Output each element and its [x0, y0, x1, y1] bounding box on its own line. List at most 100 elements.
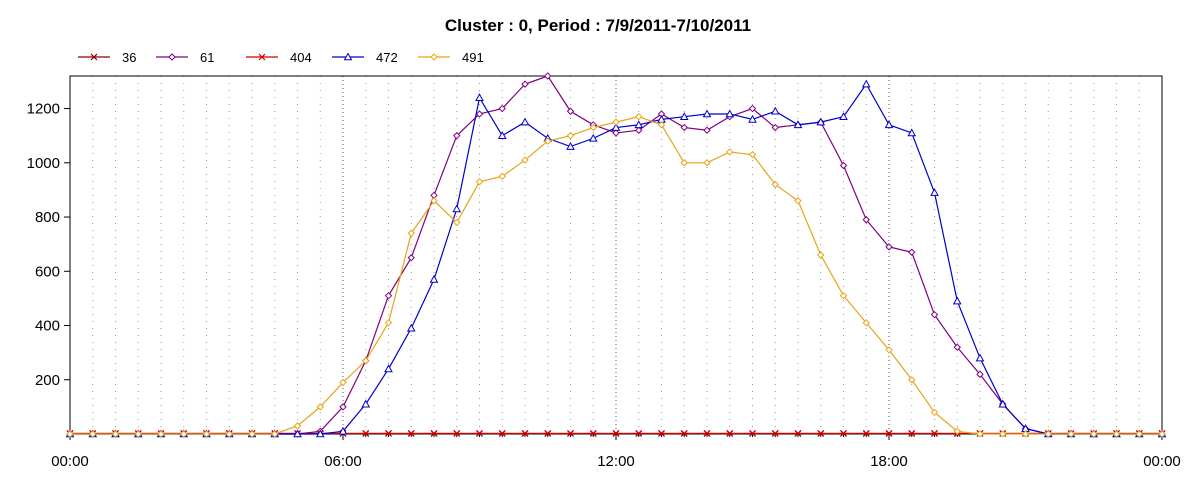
data-point [908, 248, 916, 256]
data-point [566, 141, 575, 150]
data-point [998, 399, 1008, 408]
data-point [907, 128, 917, 137]
data-point [952, 296, 962, 305]
data-point [544, 72, 552, 80]
data-point [771, 180, 779, 189]
data-point [839, 291, 848, 300]
data-point [884, 120, 894, 129]
data-point [885, 243, 893, 251]
data-point [793, 120, 803, 129]
data-point [635, 430, 643, 437]
data-point [861, 79, 871, 88]
data-point [157, 430, 165, 438]
x-tick-label: 00:00 [51, 453, 89, 470]
data-point [567, 430, 574, 437]
data-point [248, 430, 256, 438]
data-point [498, 430, 506, 437]
data-point [544, 137, 552, 145]
legend-label: 472 [376, 50, 398, 65]
data-point [362, 357, 370, 365]
x-tick-label: 12:00 [597, 453, 635, 470]
data-point [908, 430, 916, 437]
data-point [703, 430, 711, 437]
data-point [452, 204, 462, 213]
legend-marker [343, 52, 353, 61]
data-point [134, 430, 142, 438]
data-point [771, 123, 779, 132]
data-point [658, 430, 665, 437]
data-point [66, 430, 74, 438]
data-point [953, 427, 961, 435]
data-point [885, 346, 893, 354]
legend-item: 61 [156, 50, 214, 65]
x-axis: 00:00 06:00 12:00 18:00 00:00 [51, 434, 1181, 470]
data-point [180, 430, 188, 438]
data-point [361, 399, 371, 408]
y-tick-label: 1000 [27, 155, 60, 172]
data-point [703, 126, 711, 134]
data-point [839, 161, 848, 170]
data-point [429, 274, 439, 283]
data-point [726, 430, 734, 437]
data-point [908, 376, 916, 384]
data-point [999, 430, 1007, 438]
legend-item: 472 [332, 50, 398, 65]
data-point [862, 216, 870, 224]
data-point [315, 429, 325, 438]
data-point [1021, 430, 1030, 438]
data-point [293, 429, 302, 438]
legend: 36 61 404 472 491 [78, 50, 484, 65]
data-point [339, 403, 347, 411]
data-point [520, 117, 530, 126]
data-point [338, 426, 348, 435]
data-point [930, 188, 939, 196]
data-point [657, 121, 666, 129]
data-point [89, 430, 97, 438]
data-point [726, 148, 734, 156]
data-point [384, 364, 393, 373]
data-point [475, 93, 484, 101]
data-point [406, 323, 416, 332]
y-tick-label: 200 [35, 372, 60, 389]
data-point [407, 254, 415, 262]
series-layer [65, 72, 1167, 438]
data-point [702, 109, 712, 118]
data-point [202, 430, 211, 438]
y-tick-label: 800 [35, 209, 60, 226]
x-tick-label: 18:00 [870, 453, 908, 470]
data-point [589, 123, 597, 132]
data-point [862, 319, 870, 327]
data-point [111, 430, 120, 438]
data-point [384, 291, 393, 300]
data-point [975, 353, 985, 362]
data-point [634, 120, 644, 129]
data-point [339, 378, 347, 387]
series-491 [66, 112, 1166, 438]
data-point [749, 430, 756, 437]
data-point [816, 117, 826, 126]
data-point [430, 430, 438, 437]
data-point [885, 430, 893, 437]
data-point [930, 408, 939, 417]
legend-item: 491 [418, 50, 484, 65]
legend-label: 36 [122, 50, 136, 65]
data-point [475, 110, 484, 118]
data-point [817, 251, 825, 259]
data-point [293, 422, 302, 430]
data-point [521, 430, 529, 437]
legend-marker [258, 53, 266, 61]
data-point [794, 430, 802, 437]
chart-title: Cluster : 0, Period : 7/9/2011-7/10/2011 [445, 16, 751, 35]
data-point [839, 112, 848, 120]
data-point [430, 197, 438, 205]
data-point [771, 430, 779, 437]
data-point [930, 310, 939, 319]
data-point [862, 430, 870, 437]
data-point [544, 430, 552, 437]
data-point [680, 123, 688, 132]
data-point [1067, 430, 1075, 438]
legend-marker [168, 53, 176, 61]
data-point [362, 430, 370, 437]
data-point [407, 430, 415, 437]
